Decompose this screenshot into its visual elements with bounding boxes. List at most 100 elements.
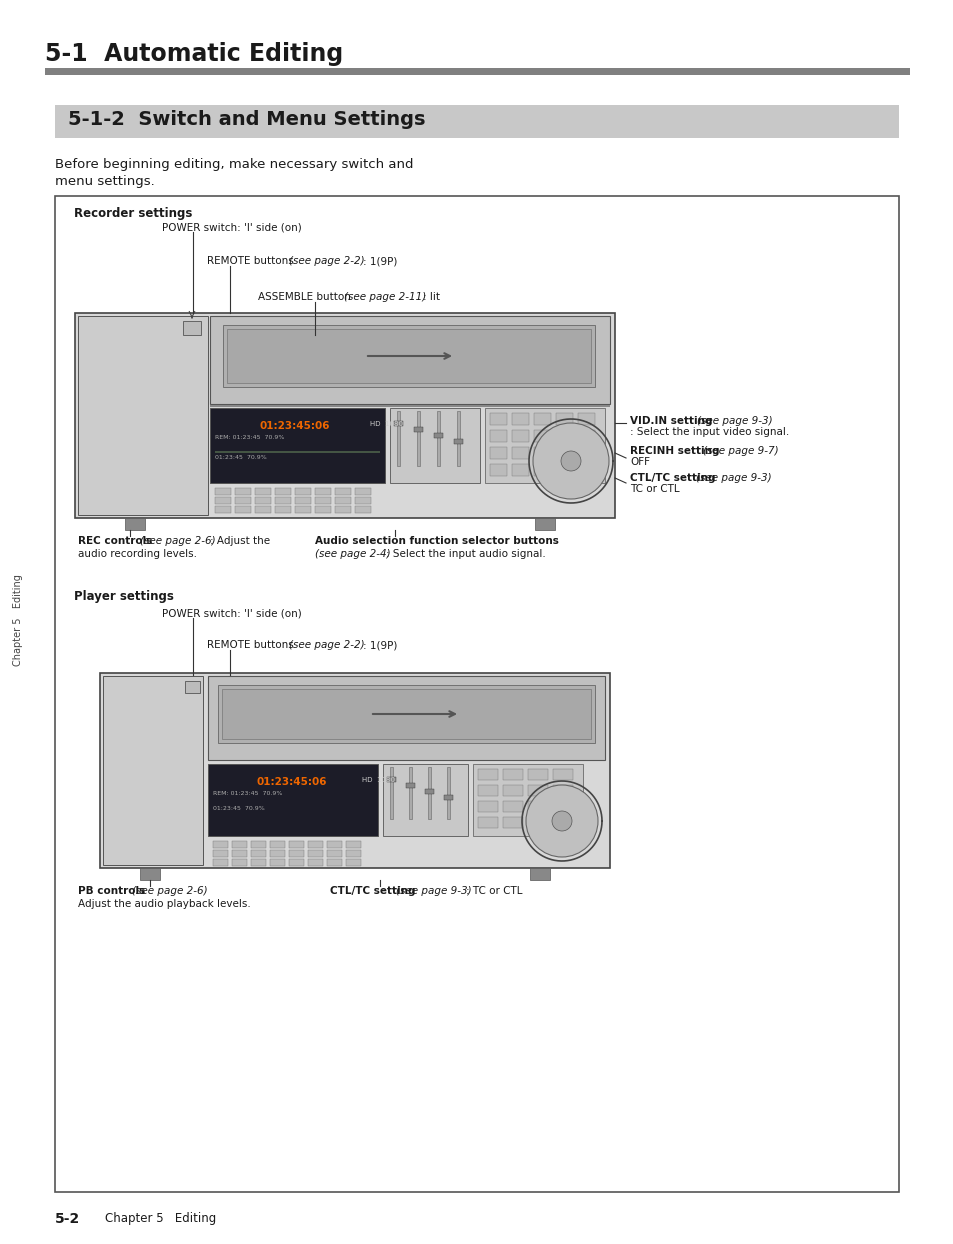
- Bar: [346, 850, 360, 857]
- Bar: [125, 518, 145, 530]
- Text: REM: 01:23:45  70.9%: REM: 01:23:45 70.9%: [214, 435, 284, 440]
- Bar: [390, 408, 479, 483]
- Bar: [214, 488, 231, 495]
- Text: VID.IN setting: VID.IN setting: [629, 415, 716, 425]
- Bar: [270, 860, 285, 866]
- Bar: [490, 413, 506, 425]
- Bar: [390, 768, 393, 819]
- Bar: [289, 841, 304, 848]
- Text: (see page 9-3): (see page 9-3): [697, 415, 772, 425]
- Bar: [527, 785, 547, 796]
- Bar: [434, 433, 442, 438]
- Circle shape: [143, 684, 161, 702]
- Bar: [223, 325, 595, 387]
- Bar: [214, 498, 231, 504]
- Bar: [234, 498, 251, 504]
- Bar: [556, 430, 573, 442]
- Bar: [45, 68, 909, 75]
- Text: Audio selection function selector buttons: Audio selection function selector button…: [314, 536, 562, 546]
- Bar: [454, 439, 462, 444]
- Bar: [396, 411, 399, 466]
- Circle shape: [256, 739, 273, 755]
- Bar: [477, 769, 497, 780]
- Bar: [270, 841, 285, 848]
- Text: REMOTE buttons: REMOTE buttons: [207, 639, 296, 651]
- Circle shape: [111, 684, 129, 702]
- Circle shape: [309, 739, 325, 755]
- Bar: [75, 313, 615, 518]
- Text: 01:23:45  70.9%: 01:23:45 70.9%: [214, 455, 267, 460]
- Bar: [214, 506, 231, 513]
- Bar: [473, 764, 582, 836]
- Bar: [477, 785, 497, 796]
- Text: Recorder settings: Recorder settings: [74, 207, 193, 220]
- Text: (see page 2-6): (see page 2-6): [140, 536, 215, 546]
- Bar: [578, 447, 595, 459]
- Text: REM: 01:23:45  70.9%: REM: 01:23:45 70.9%: [213, 791, 282, 796]
- Bar: [578, 413, 595, 425]
- Bar: [527, 801, 547, 812]
- Text: 5-1  Automatic Editing: 5-1 Automatic Editing: [45, 42, 343, 66]
- Circle shape: [533, 423, 608, 499]
- Circle shape: [84, 355, 102, 372]
- Bar: [534, 413, 551, 425]
- Bar: [227, 328, 590, 383]
- Bar: [456, 411, 459, 466]
- Bar: [274, 506, 291, 513]
- Bar: [218, 685, 595, 743]
- Text: RECINH setting: RECINH setting: [629, 447, 722, 457]
- Text: Before beginning editing, make necessary switch and: Before beginning editing, make necessary…: [55, 158, 413, 170]
- Text: CTL/TC setting: CTL/TC setting: [330, 886, 418, 896]
- Bar: [416, 411, 419, 466]
- Text: : Select the input video signal.: : Select the input video signal.: [629, 427, 788, 437]
- Bar: [335, 498, 351, 504]
- Bar: [327, 841, 341, 848]
- Text: Adjust the audio playback levels.: Adjust the audio playback levels.: [78, 899, 251, 909]
- Bar: [210, 408, 385, 483]
- Bar: [387, 778, 395, 782]
- Bar: [103, 675, 203, 865]
- Bar: [490, 430, 506, 442]
- Text: 01:23:45  70.9%: 01:23:45 70.9%: [213, 806, 265, 811]
- Text: audio recording levels.: audio recording levels.: [78, 549, 196, 559]
- Text: (see page 9-3): (see page 9-3): [696, 473, 771, 483]
- Bar: [314, 498, 331, 504]
- Bar: [443, 795, 453, 800]
- Text: : TC or CTL: : TC or CTL: [465, 886, 522, 896]
- Bar: [210, 316, 609, 404]
- Bar: [424, 789, 434, 794]
- Text: REC controls: REC controls: [78, 536, 156, 546]
- Bar: [208, 764, 377, 836]
- Text: 5-1-2  Switch and Menu Settings: 5-1-2 Switch and Menu Settings: [68, 109, 425, 129]
- Text: Chapter 5   Editing: Chapter 5 Editing: [13, 573, 23, 666]
- Text: POWER switch: 'I' side (on): POWER switch: 'I' side (on): [162, 608, 301, 618]
- Bar: [222, 689, 590, 739]
- Bar: [512, 447, 529, 459]
- Bar: [270, 850, 285, 857]
- Bar: [406, 782, 415, 787]
- Bar: [254, 506, 271, 513]
- Text: menu settings.: menu settings.: [55, 175, 154, 188]
- Circle shape: [315, 382, 334, 401]
- Text: Chapter 5   Editing: Chapter 5 Editing: [105, 1212, 216, 1225]
- Text: PB controls: PB controls: [78, 886, 149, 896]
- Bar: [254, 488, 271, 495]
- Bar: [254, 498, 271, 504]
- Circle shape: [371, 382, 389, 401]
- Text: (see page 9-3): (see page 9-3): [395, 886, 471, 896]
- Bar: [414, 427, 422, 432]
- Bar: [251, 860, 266, 866]
- Bar: [208, 675, 604, 760]
- Bar: [214, 452, 379, 453]
- Text: TC or CTL: TC or CTL: [629, 484, 679, 494]
- Bar: [308, 860, 323, 866]
- Bar: [477, 817, 497, 829]
- Bar: [556, 464, 573, 476]
- Bar: [527, 769, 547, 780]
- Bar: [289, 850, 304, 857]
- Bar: [355, 488, 371, 495]
- Text: CTL/TC setting: CTL/TC setting: [629, 473, 719, 483]
- Text: HD  1080: HD 1080: [361, 778, 395, 782]
- Bar: [289, 860, 304, 866]
- Text: : 1(9P): : 1(9P): [363, 256, 397, 266]
